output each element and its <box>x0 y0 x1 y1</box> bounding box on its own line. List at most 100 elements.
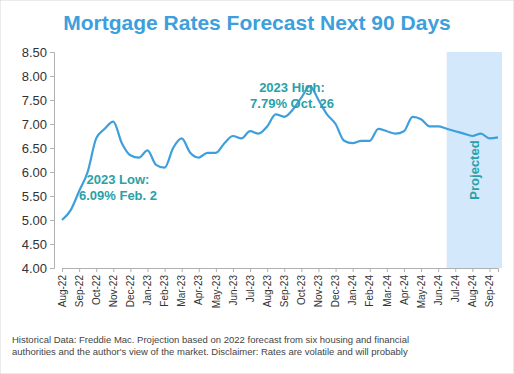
x-tick: Jun-24 <box>433 268 444 306</box>
background <box>0 0 514 374</box>
x-tick-mark <box>404 268 405 272</box>
x-tick: Aug-24 <box>467 268 478 307</box>
x-tick-label: Apr-24 <box>399 275 410 305</box>
y-tick: 6.00 <box>22 165 54 180</box>
x-tick: Aug-22 <box>57 268 68 307</box>
y-tick: 5.00 <box>22 213 54 228</box>
title: Mortgage Rates Forecast Next 90 Days <box>63 11 451 34</box>
annotation: 7.79% Oct. 26 <box>250 96 334 111</box>
x-tick-mark <box>472 268 473 272</box>
y-tick-label: 5.50 <box>22 189 47 204</box>
y-tick-mark <box>50 52 54 53</box>
y-tick-mark <box>50 100 54 101</box>
x-tick-mark <box>233 268 234 272</box>
y-tick-label: 8.00 <box>22 69 47 84</box>
y-tick: 8.00 <box>22 69 54 84</box>
x-tick-mark <box>165 268 166 272</box>
x-tick-label: Dec-22 <box>125 275 136 308</box>
x-tick: May-23 <box>211 268 222 308</box>
x-tick-mark <box>489 268 490 272</box>
x-tick-mark <box>284 268 285 272</box>
x-tick-label: Feb-24 <box>364 275 375 307</box>
x-tick-mark <box>370 268 371 272</box>
x-tick-label: Jul-23 <box>245 275 256 303</box>
y-tick-label: 4.00 <box>22 261 47 276</box>
annotation: 2023 Low: <box>87 172 150 187</box>
x-tick-label: Jun-24 <box>433 275 444 306</box>
projected-region <box>447 52 502 268</box>
x-tick-label: Nov-22 <box>108 275 119 308</box>
y-tick-mark <box>50 76 54 77</box>
x-tick: Jan-23 <box>142 268 153 306</box>
x-tick-mark <box>455 268 456 272</box>
x-tick-mark <box>301 268 302 272</box>
rate-line <box>62 86 498 220</box>
y-tick-mark <box>50 172 54 173</box>
y-tick-mark <box>50 148 54 149</box>
x-tick-label: Sep-22 <box>74 275 85 308</box>
x-tick-mark <box>216 268 217 272</box>
x-tick-label: May-23 <box>211 275 222 309</box>
x-tick: Apr-24 <box>399 268 410 305</box>
y-axis: 4.00 4.50 5.00 5.50 6.00 6.50 7.00 7.50 8.00 8.50 <box>22 45 55 276</box>
x-tick-mark <box>353 268 354 272</box>
y-tick-label: 7.00 <box>22 117 47 132</box>
y-tick: 6.50 <box>22 141 54 156</box>
plot-area <box>62 86 498 220</box>
footnote: authorities and the author's view of the… <box>12 346 408 357</box>
y-tick-mark <box>50 220 54 221</box>
annotation: 2023 High: <box>259 80 325 95</box>
x-tick-mark <box>79 268 80 272</box>
x-tick: Nov-22 <box>108 268 119 307</box>
y-tick-mark <box>50 124 54 125</box>
x-axis-line <box>63 269 499 273</box>
x-tick-label: Aug-22 <box>57 275 68 308</box>
x-tick-label: Jun-23 <box>228 275 239 306</box>
x-tick: May-24 <box>416 268 427 308</box>
x-tick: Mar-24 <box>382 268 393 307</box>
x-tick-label: Jul-24 <box>450 275 461 303</box>
x-tick: Oct-22 <box>91 268 102 305</box>
x-tick-label: Apr-23 <box>193 275 204 305</box>
x-tick-mark <box>96 268 97 272</box>
y-tick-mark <box>50 244 54 245</box>
x-tick: Sep-22 <box>74 268 85 307</box>
y-tick-label: 8.50 <box>22 45 47 60</box>
x-tick-label: Oct-23 <box>296 275 307 305</box>
y-tick: 4.00 <box>22 261 54 276</box>
y-tick: 8.50 <box>22 45 54 60</box>
y-tick-label: 6.00 <box>22 165 47 180</box>
x-tick-mark <box>421 268 422 272</box>
x-tick: Aug-23 <box>262 268 273 307</box>
y-tick: 7.00 <box>22 117 54 132</box>
y-tick: 7.50 <box>22 93 54 108</box>
x-tick: Apr-23 <box>193 268 204 305</box>
footnote: Historical Data: Freddie Mac. Projection… <box>12 334 409 345</box>
x-tick-mark <box>199 268 200 272</box>
x-tick-mark <box>438 268 439 272</box>
x-tick-label: Mar-23 <box>176 275 187 307</box>
y-tick: 4.50 <box>22 237 54 252</box>
y-tick-label: 5.00 <box>22 213 47 228</box>
x-tick: Oct-23 <box>296 268 307 305</box>
x-tick: Nov-23 <box>313 268 324 307</box>
x-tick: Jan-24 <box>347 268 358 306</box>
x-tick-mark <box>267 268 268 272</box>
x-tick: Mar-23 <box>176 268 187 307</box>
chart: Mortgage Rates Forecast Next 90 Days Proj… <box>0 0 514 374</box>
x-tick: Jun-23 <box>228 268 239 306</box>
x-tick-label: Mar-24 <box>382 275 393 307</box>
x-tick-mark <box>113 268 114 272</box>
x-tick-mark <box>318 268 319 272</box>
x-tick: Jul-23 <box>245 268 256 302</box>
x-tick-label: Jan-23 <box>142 275 153 306</box>
projected-label: Projected <box>467 140 482 199</box>
x-tick-mark <box>336 268 337 272</box>
y-tick-mark <box>50 268 54 269</box>
x-axis: Aug-22 Sep-22 Oct-22 Nov-22 Dec-22 Jan-23 Feb-… <box>57 268 499 308</box>
y-tick-label: 6.50 <box>22 141 47 156</box>
annotation: 6.09% Feb. 2 <box>79 188 157 203</box>
x-tick-label: Sep-24 <box>484 275 495 308</box>
x-tick-label: Nov-23 <box>313 275 324 308</box>
x-tick: Feb-23 <box>159 268 170 307</box>
